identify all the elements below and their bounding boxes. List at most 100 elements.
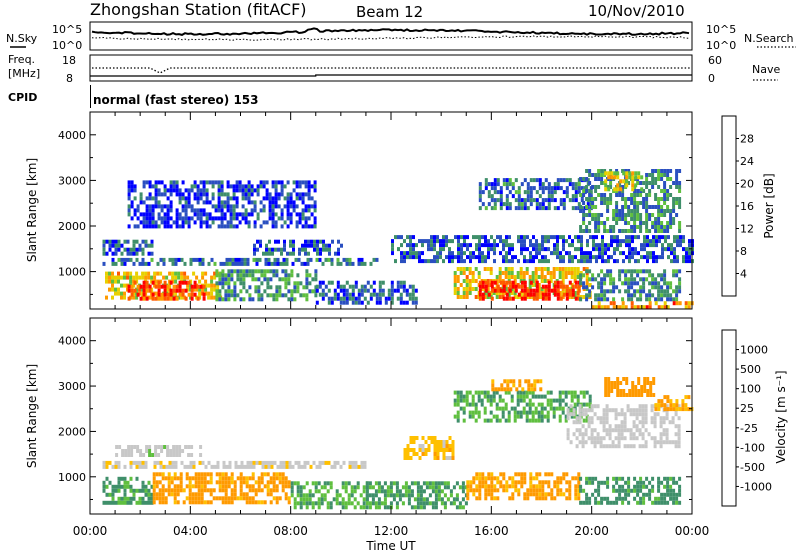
data-cell xyxy=(242,297,246,302)
data-cell xyxy=(377,505,381,510)
data-cell xyxy=(606,289,610,294)
data-cell xyxy=(636,480,640,485)
data-cell xyxy=(348,284,352,289)
data-cell xyxy=(459,283,463,287)
data-cell xyxy=(630,285,634,290)
data-cell xyxy=(212,488,216,493)
data-cell xyxy=(154,220,158,225)
data-cell xyxy=(389,493,393,498)
data-cell xyxy=(218,472,222,477)
data-cell xyxy=(298,212,302,217)
data-cell xyxy=(556,186,560,191)
data-cell xyxy=(528,402,532,407)
data-cell xyxy=(573,394,577,399)
data-cell xyxy=(601,247,604,252)
data-cell xyxy=(544,472,548,477)
data-cell xyxy=(117,500,121,505)
data-cell xyxy=(114,488,118,493)
data-cell xyxy=(255,460,259,465)
data-cell xyxy=(636,484,640,489)
data-cell xyxy=(209,500,213,505)
data-cell xyxy=(133,212,137,217)
data-cell xyxy=(645,305,649,310)
data-cell xyxy=(525,295,529,299)
data-cell xyxy=(189,464,193,469)
data-cell xyxy=(529,484,533,489)
data-cell xyxy=(298,247,301,252)
data-cell xyxy=(502,488,506,493)
data-cell xyxy=(600,496,604,501)
data-cell xyxy=(654,225,658,229)
data-cell xyxy=(421,452,425,456)
data-cell xyxy=(501,414,505,419)
data-cell xyxy=(632,420,636,425)
data-cell xyxy=(295,180,299,185)
data-cell xyxy=(629,444,633,449)
data-cell xyxy=(290,481,294,486)
data-cell xyxy=(293,497,297,502)
data-cell xyxy=(194,476,198,481)
data-cell xyxy=(572,408,576,413)
data-cell xyxy=(654,193,658,197)
data-cell xyxy=(652,377,656,381)
data-cell xyxy=(623,412,627,417)
data-cell xyxy=(628,243,631,248)
data-cell xyxy=(160,445,164,449)
data-cell xyxy=(565,496,569,501)
data-cell xyxy=(523,492,527,497)
data-cell xyxy=(499,280,503,285)
data-cell xyxy=(486,398,490,403)
data-cell xyxy=(630,269,634,274)
data-cell xyxy=(618,277,622,282)
data-cell xyxy=(436,452,440,456)
data-cell xyxy=(350,493,354,498)
data-cell xyxy=(459,398,463,403)
data-cell xyxy=(614,416,618,421)
data-cell xyxy=(172,453,176,457)
data-cell xyxy=(175,220,179,225)
data-cell xyxy=(675,201,679,205)
data-cell xyxy=(466,247,469,252)
data-cell xyxy=(658,255,661,260)
data-cell xyxy=(301,216,305,221)
data-cell xyxy=(682,239,685,244)
data-cell xyxy=(111,500,115,505)
data-cell xyxy=(550,488,554,493)
data-cell xyxy=(589,235,592,240)
data-cell xyxy=(630,297,634,302)
data-cell xyxy=(650,408,654,413)
data-cell xyxy=(633,205,637,209)
data-cell xyxy=(201,275,205,280)
data-cell xyxy=(532,186,536,191)
data-cell xyxy=(277,192,281,197)
data-cell xyxy=(251,269,255,274)
data-cell xyxy=(179,476,183,481)
data-cell xyxy=(590,420,594,425)
data-cell xyxy=(167,492,171,497)
data-cell xyxy=(574,255,577,260)
data-cell xyxy=(142,280,146,285)
data-cell xyxy=(645,201,649,205)
data-cell xyxy=(123,291,126,296)
data-cell xyxy=(502,247,505,252)
data-cell xyxy=(623,424,627,429)
data-cell xyxy=(160,449,164,453)
data-cell xyxy=(244,196,248,201)
data-cell xyxy=(308,289,312,294)
data-cell xyxy=(295,212,299,217)
data-cell xyxy=(210,464,214,469)
data-cell xyxy=(585,402,589,407)
data-cell xyxy=(274,200,278,205)
data-cell xyxy=(465,394,469,399)
data-cell xyxy=(257,269,261,274)
data-cell xyxy=(490,243,493,248)
data-cell xyxy=(456,287,460,291)
data-cell xyxy=(240,464,244,469)
data-cell xyxy=(448,239,451,244)
data-cell xyxy=(618,193,622,197)
data-cell xyxy=(499,235,502,240)
data-cell xyxy=(221,297,225,302)
data-cell xyxy=(627,484,631,489)
data-cell xyxy=(674,424,678,429)
